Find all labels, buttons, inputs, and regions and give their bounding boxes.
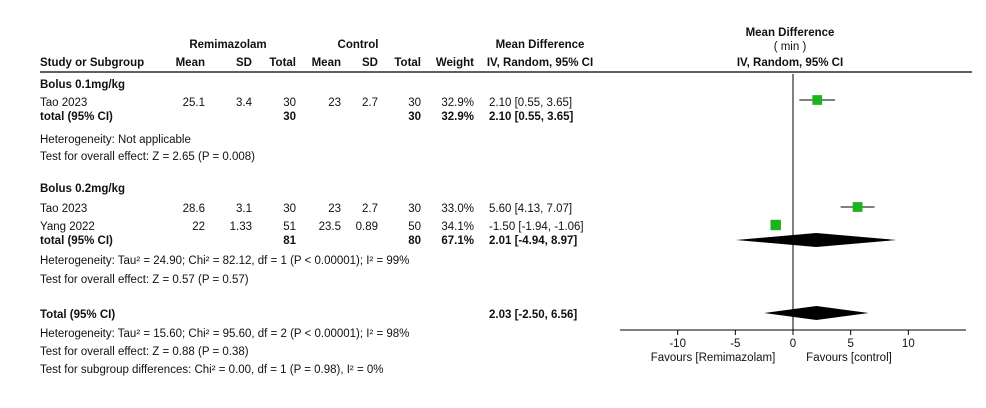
- pooled-diamond: [736, 233, 897, 247]
- plot-unit: ( min ): [774, 41, 807, 53]
- subtotal-ci: 2.10 [0.55, 3.65]: [489, 111, 574, 123]
- mean1: 28.6: [183, 203, 205, 215]
- subtotal-ci: 2.01 [-4.94, 8.97]: [489, 235, 577, 247]
- pooled-diamond: [764, 306, 869, 320]
- overall-effect-text: Test for overall effect: Z = 0.57 (P = 0…: [40, 274, 249, 286]
- plot-title: Mean Difference: [746, 27, 835, 39]
- weight: 33.0%: [441, 203, 474, 215]
- grand-overall-effect-text: Test for overall effect: Z = 0.88 (P = 0…: [40, 346, 249, 358]
- x-tick-label: 0: [790, 338, 796, 350]
- x-tick-label: 5: [847, 338, 853, 350]
- weight: 34.1%: [441, 221, 474, 233]
- mean2: 23.5: [319, 221, 341, 233]
- study-column-header: Study or Subgroup: [40, 57, 144, 69]
- sd2: 2.7: [362, 203, 378, 215]
- subtotal-row: total (95% CI) 81 80 67.1% 2.01 [-4.94, …: [40, 235, 577, 247]
- ci-text: 2.10 [0.55, 3.65]: [489, 97, 572, 109]
- weight-header: Weight: [436, 57, 474, 69]
- method-header: IV, Random, 95% CI: [487, 57, 593, 69]
- subtotal-n2: 30: [408, 111, 421, 123]
- md-column-header: Mean Difference: [496, 39, 585, 51]
- mean1-header: Mean: [176, 57, 205, 69]
- weight: 32.9%: [441, 97, 474, 109]
- subtotal-label: total (95% CI): [40, 111, 113, 123]
- subtotal-weight: 67.1%: [441, 235, 474, 247]
- subgroup-1-title: Bolus 0.1mg/kg: [40, 79, 125, 91]
- grand-total-label: Total (95% CI): [40, 309, 115, 321]
- overall-effect-text: Test for overall effect: Z = 2.65 (P = 0…: [40, 151, 255, 163]
- plot-method-header: IV, Random, 95% CI: [737, 57, 843, 69]
- subgroup-2-title: Bolus 0.2mg/kg: [40, 183, 125, 195]
- heterogeneity-text: Heterogeneity: Tau² = 24.90; Chi² = 82.1…: [40, 255, 409, 267]
- study-square: [770, 219, 781, 231]
- n2: 30: [408, 97, 421, 109]
- mean2: 23: [328, 203, 341, 215]
- subtotal-n2: 80: [408, 235, 421, 247]
- sd2: 2.7: [362, 97, 378, 109]
- grand-heterogeneity-text: Heterogeneity: Tau² = 15.60; Chi² = 95.6…: [40, 328, 409, 340]
- total1-header: Total: [269, 57, 296, 69]
- mean2: 23: [328, 97, 341, 109]
- n1: 30: [283, 97, 296, 109]
- n2: 50: [408, 221, 421, 233]
- n1: 30: [283, 203, 296, 215]
- table-row: Yang 2022 22 1.33 51 23.5 0.89 50 34.1% …: [40, 221, 584, 233]
- sd2: 0.89: [356, 221, 378, 233]
- favours-left-label: Favours [Remimazolam]: [651, 352, 776, 364]
- subtotal-n1: 81: [283, 235, 296, 247]
- mean1: 25.1: [183, 97, 205, 109]
- study-name: Tao 2023: [40, 203, 87, 215]
- ci-text: 5.60 [4.13, 7.07]: [489, 203, 572, 215]
- n1: 51: [283, 221, 296, 233]
- subgroup-differences-text: Test for subgroup differences: Chi² = 0.…: [40, 364, 384, 376]
- sd1: 1.33: [230, 221, 252, 233]
- sd1-header: SD: [236, 57, 252, 69]
- study-square: [852, 202, 863, 212]
- ci-text: -1.50 [-1.94, -1.06]: [489, 221, 584, 233]
- table-row: Tao 2023 28.6 3.1 30 23 2.7 30 33.0% 5.6…: [40, 203, 572, 215]
- sd1: 3.1: [236, 203, 252, 215]
- subtotal-n1: 30: [283, 111, 296, 123]
- total2-header: Total: [394, 57, 421, 69]
- group2-header: Control: [338, 39, 379, 51]
- study-name: Yang 2022: [40, 221, 95, 233]
- n2: 30: [408, 203, 421, 215]
- x-tick-label: -5: [730, 338, 740, 350]
- study-name: Tao 2023: [40, 97, 87, 109]
- group1-header: Remimazolam: [189, 39, 266, 51]
- subtotal-weight: 32.9%: [441, 111, 474, 123]
- grand-total-ci: 2.03 [-2.50, 6.56]: [489, 309, 577, 321]
- sd1: 3.4: [236, 97, 253, 109]
- mean1: 22: [192, 221, 205, 233]
- mean2-header: Mean: [312, 57, 341, 69]
- study-square: [812, 95, 823, 105]
- favours-right-label: Favours [control]: [806, 352, 892, 364]
- x-axis-ticks: -10 -5 0 5 10: [669, 330, 915, 350]
- x-tick-label: 10: [902, 338, 915, 350]
- heterogeneity-text: Heterogeneity: Not applicable: [40, 134, 191, 146]
- x-tick-label: -10: [669, 338, 686, 350]
- plot-marks: [736, 95, 897, 320]
- table-row: Tao 2023 25.1 3.4 30 23 2.7 30 32.9% 2.1…: [40, 97, 572, 109]
- plot-area: -10 -5 0 5 10: [620, 74, 966, 350]
- sd2-header: SD: [362, 57, 378, 69]
- subtotal-row: total (95% CI) 30 30 32.9% 2.10 [0.55, 3…: [40, 111, 574, 123]
- subtotal-label: total (95% CI): [40, 235, 113, 247]
